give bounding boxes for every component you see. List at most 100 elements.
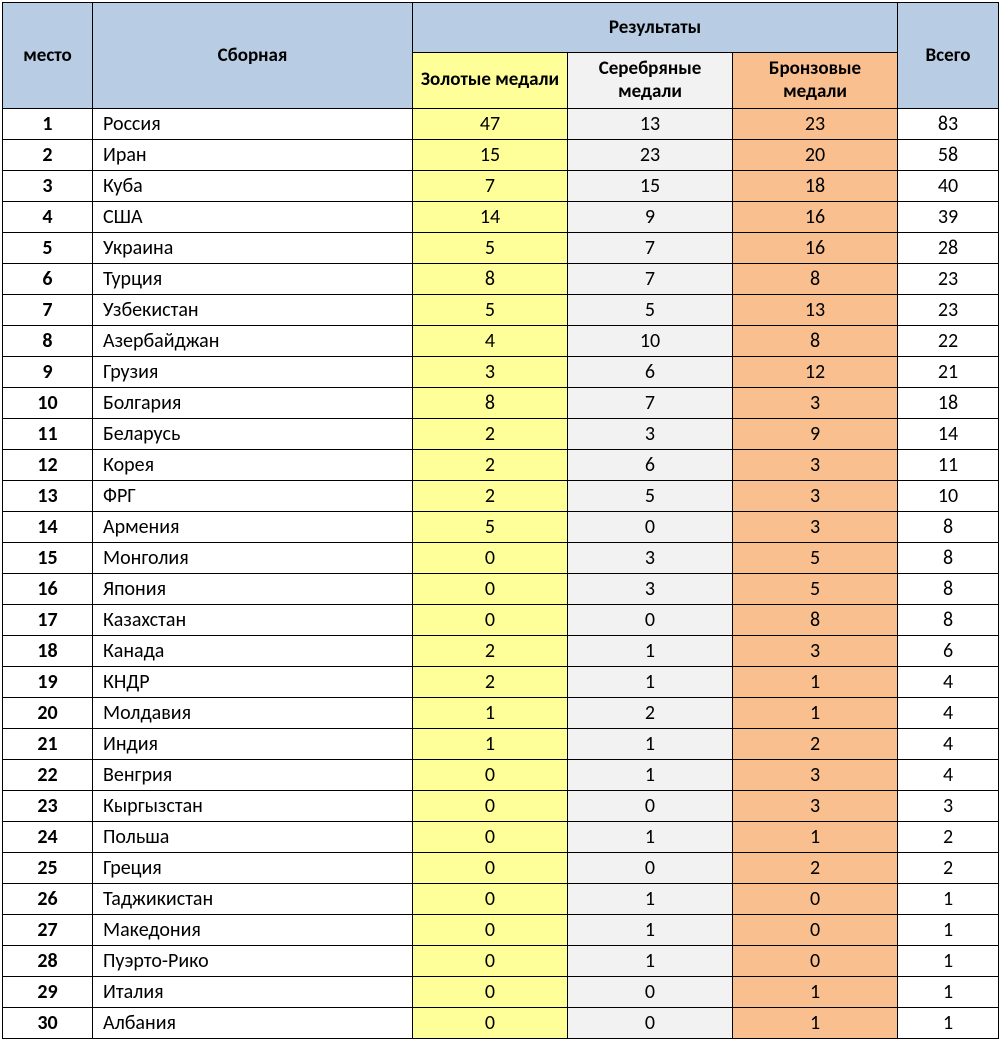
cell-gold: 1 [413, 729, 568, 760]
cell-place: 30 [3, 1008, 93, 1039]
cell-silver: 1 [568, 729, 733, 760]
cell-gold: 14 [413, 202, 568, 233]
header-results: Результаты [413, 3, 898, 53]
table-row: 12Корея26311 [3, 450, 999, 481]
cell-team: Япония [93, 574, 413, 605]
cell-silver: 1 [568, 884, 733, 915]
cell-silver: 3 [568, 574, 733, 605]
cell-gold: 0 [413, 605, 568, 636]
cell-bronze: 1 [733, 667, 898, 698]
cell-bronze: 3 [733, 481, 898, 512]
cell-team: КНДР [93, 667, 413, 698]
cell-place: 2 [3, 140, 93, 171]
cell-team: ФРГ [93, 481, 413, 512]
cell-gold: 0 [413, 760, 568, 791]
table-row: 2Иран15232058 [3, 140, 999, 171]
cell-total: 3 [898, 791, 999, 822]
cell-total: 22 [898, 326, 999, 357]
cell-gold: 0 [413, 574, 568, 605]
cell-gold: 0 [413, 946, 568, 977]
cell-total: 6 [898, 636, 999, 667]
cell-team: Грузия [93, 357, 413, 388]
cell-total: 11 [898, 450, 999, 481]
table-row: 8Азербайджан410822 [3, 326, 999, 357]
cell-silver: 23 [568, 140, 733, 171]
cell-gold: 5 [413, 233, 568, 264]
table-row: 3Куба7151840 [3, 171, 999, 202]
cell-total: 23 [898, 264, 999, 295]
cell-total: 58 [898, 140, 999, 171]
cell-total: 8 [898, 574, 999, 605]
cell-total: 14 [898, 419, 999, 450]
cell-team: Польша [93, 822, 413, 853]
table-row: 9Грузия361221 [3, 357, 999, 388]
cell-silver: 15 [568, 171, 733, 202]
table-row: 19КНДР2114 [3, 667, 999, 698]
table-row: 28Пуэрто-Рико0101 [3, 946, 999, 977]
cell-total: 1 [898, 884, 999, 915]
cell-team: США [93, 202, 413, 233]
cell-total: 8 [898, 543, 999, 574]
table-row: 14Армения5038 [3, 512, 999, 543]
cell-bronze: 3 [733, 388, 898, 419]
table-row: 27Македония0101 [3, 915, 999, 946]
cell-silver: 0 [568, 977, 733, 1008]
cell-silver: 3 [568, 419, 733, 450]
cell-team: Италия [93, 977, 413, 1008]
cell-gold: 3 [413, 357, 568, 388]
cell-silver: 6 [568, 450, 733, 481]
table-row: 20Молдавия1214 [3, 698, 999, 729]
cell-bronze: 2 [733, 729, 898, 760]
medal-table: место Сборная Результаты Всего Золотые м… [2, 2, 999, 1039]
cell-team: Болгария [93, 388, 413, 419]
cell-bronze: 2 [733, 853, 898, 884]
table-row: 11Беларусь23914 [3, 419, 999, 450]
cell-bronze: 5 [733, 543, 898, 574]
cell-place: 21 [3, 729, 93, 760]
cell-bronze: 3 [733, 450, 898, 481]
table-row: 29Италия0011 [3, 977, 999, 1008]
cell-place: 24 [3, 822, 93, 853]
cell-gold: 5 [413, 295, 568, 326]
cell-silver: 0 [568, 605, 733, 636]
table-row: 4США1491639 [3, 202, 999, 233]
cell-bronze: 12 [733, 357, 898, 388]
cell-silver: 0 [568, 512, 733, 543]
table-row: 7Узбекистан551323 [3, 295, 999, 326]
cell-place: 25 [3, 853, 93, 884]
cell-place: 7 [3, 295, 93, 326]
cell-bronze: 8 [733, 264, 898, 295]
cell-team: Узбекистан [93, 295, 413, 326]
cell-bronze: 13 [733, 295, 898, 326]
cell-place: 10 [3, 388, 93, 419]
cell-team: Армения [93, 512, 413, 543]
cell-team: Куба [93, 171, 413, 202]
cell-bronze: 16 [733, 202, 898, 233]
cell-team: Украина [93, 233, 413, 264]
cell-team: Пуэрто-Рико [93, 946, 413, 977]
cell-team: Азербайджан [93, 326, 413, 357]
cell-bronze: 3 [733, 512, 898, 543]
cell-silver: 2 [568, 698, 733, 729]
cell-total: 2 [898, 853, 999, 884]
cell-total: 4 [898, 698, 999, 729]
cell-gold: 8 [413, 388, 568, 419]
cell-bronze: 0 [733, 915, 898, 946]
cell-place: 13 [3, 481, 93, 512]
cell-silver: 6 [568, 357, 733, 388]
cell-gold: 2 [413, 450, 568, 481]
cell-bronze: 3 [733, 760, 898, 791]
cell-place: 9 [3, 357, 93, 388]
cell-silver: 7 [568, 388, 733, 419]
cell-silver: 0 [568, 791, 733, 822]
cell-silver: 10 [568, 326, 733, 357]
cell-team: Турция [93, 264, 413, 295]
cell-total: 1 [898, 946, 999, 977]
cell-silver: 13 [568, 109, 733, 140]
cell-place: 5 [3, 233, 93, 264]
cell-gold: 0 [413, 1008, 568, 1039]
cell-place: 16 [3, 574, 93, 605]
cell-bronze: 20 [733, 140, 898, 171]
cell-total: 18 [898, 388, 999, 419]
cell-silver: 3 [568, 543, 733, 574]
